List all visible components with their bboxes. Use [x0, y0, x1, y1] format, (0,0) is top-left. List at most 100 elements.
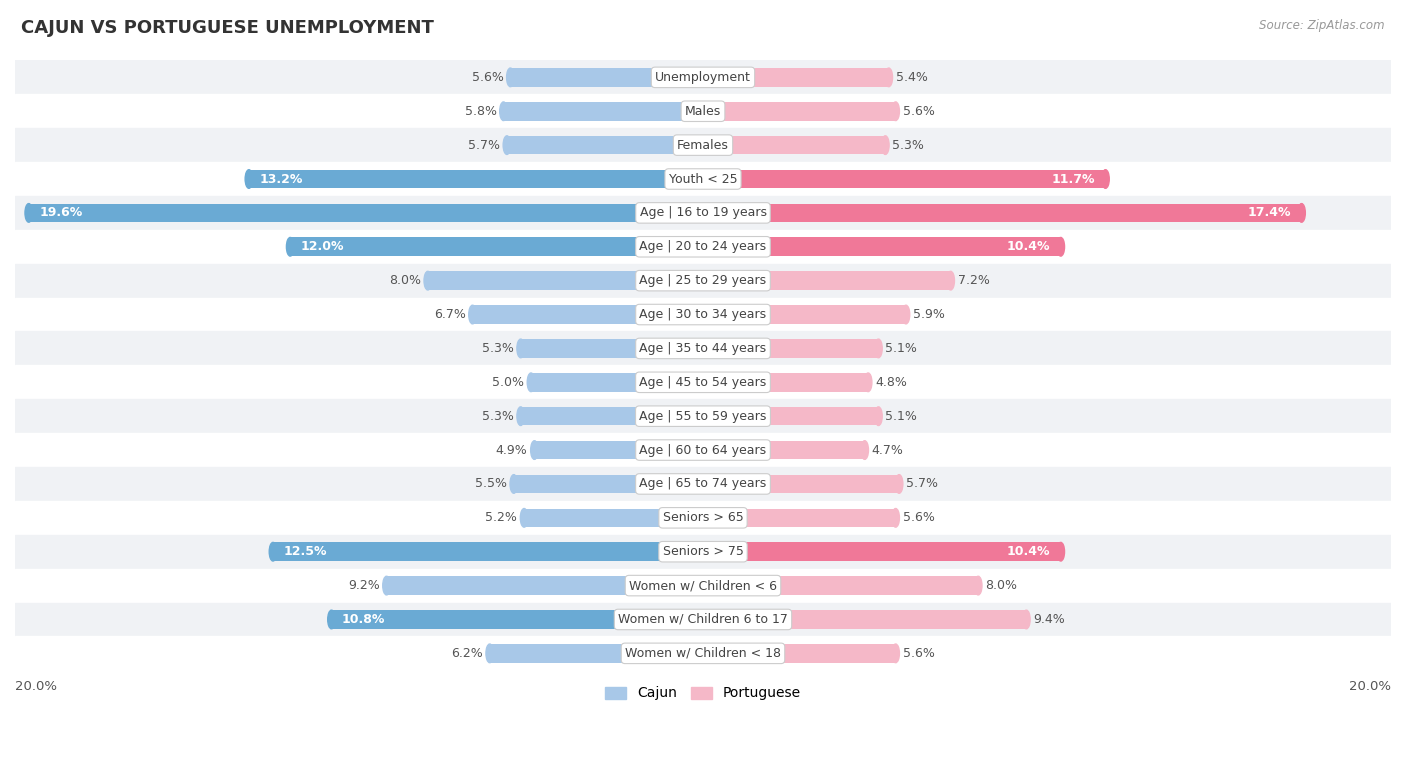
Bar	[703, 441, 865, 459]
Bar	[703, 238, 1060, 256]
Text: Women w/ Children < 6: Women w/ Children < 6	[628, 579, 778, 592]
Bar	[703, 576, 979, 595]
Bar	[15, 263, 1391, 298]
Text: 5.1%: 5.1%	[886, 342, 917, 355]
Text: 7.2%: 7.2%	[957, 274, 990, 287]
Bar	[503, 102, 703, 120]
Text: 9.2%: 9.2%	[347, 579, 380, 592]
Bar	[15, 637, 1391, 670]
Text: 5.4%: 5.4%	[896, 71, 928, 84]
Text: Source: ZipAtlas.com: Source: ZipAtlas.com	[1260, 19, 1385, 32]
Bar	[15, 433, 1391, 467]
Text: 10.8%: 10.8%	[342, 613, 385, 626]
Bar	[531, 373, 703, 391]
Ellipse shape	[245, 170, 253, 188]
Text: 11.7%: 11.7%	[1052, 173, 1095, 185]
Bar	[15, 298, 1391, 332]
Bar	[15, 366, 1391, 399]
Bar	[520, 407, 703, 425]
Ellipse shape	[903, 305, 910, 324]
Text: 8.0%: 8.0%	[986, 579, 1017, 592]
Bar	[15, 61, 1391, 95]
Text: 5.9%: 5.9%	[912, 308, 945, 321]
Ellipse shape	[506, 68, 515, 87]
Text: Age | 20 to 24 years: Age | 20 to 24 years	[640, 240, 766, 254]
Text: 20.0%: 20.0%	[1348, 681, 1391, 693]
Bar	[15, 501, 1391, 534]
Bar	[703, 204, 1302, 223]
Text: Age | 65 to 74 years: Age | 65 to 74 years	[640, 478, 766, 491]
Text: 5.8%: 5.8%	[464, 104, 496, 118]
Text: 5.3%: 5.3%	[482, 342, 513, 355]
Ellipse shape	[882, 136, 889, 154]
Bar	[15, 128, 1391, 162]
Ellipse shape	[269, 542, 277, 561]
Ellipse shape	[884, 68, 893, 87]
Text: 5.7%: 5.7%	[905, 478, 938, 491]
Text: 12.0%: 12.0%	[301, 240, 344, 254]
Text: Youth < 25: Youth < 25	[669, 173, 737, 185]
Bar	[290, 238, 703, 256]
Text: 6.7%: 6.7%	[434, 308, 465, 321]
Ellipse shape	[875, 407, 882, 425]
Bar	[15, 230, 1391, 263]
Bar	[703, 305, 905, 324]
Ellipse shape	[517, 407, 524, 425]
Bar	[387, 576, 703, 595]
Bar	[15, 603, 1391, 637]
Bar	[489, 644, 703, 662]
Ellipse shape	[1057, 542, 1064, 561]
Ellipse shape	[875, 339, 882, 358]
Bar	[703, 542, 1060, 561]
Ellipse shape	[517, 339, 524, 358]
Bar	[510, 68, 703, 87]
Text: CAJUN VS PORTUGUESE UNEMPLOYMENT: CAJUN VS PORTUGUESE UNEMPLOYMENT	[21, 19, 434, 37]
Ellipse shape	[382, 576, 391, 595]
Text: Age | 16 to 19 years: Age | 16 to 19 years	[640, 207, 766, 220]
Text: 19.6%: 19.6%	[39, 207, 83, 220]
Text: Age | 60 to 64 years: Age | 60 to 64 years	[640, 444, 766, 456]
Bar	[524, 509, 703, 527]
Ellipse shape	[503, 136, 510, 154]
Bar	[703, 102, 896, 120]
Bar	[15, 467, 1391, 501]
Text: 12.5%: 12.5%	[284, 545, 326, 558]
Bar	[15, 162, 1391, 196]
Ellipse shape	[425, 271, 432, 290]
Ellipse shape	[891, 102, 900, 120]
Bar	[472, 305, 703, 324]
Text: 20.0%: 20.0%	[15, 681, 58, 693]
Text: 5.3%: 5.3%	[482, 410, 513, 422]
Ellipse shape	[946, 271, 955, 290]
Text: 4.7%: 4.7%	[872, 444, 904, 456]
Ellipse shape	[510, 475, 517, 494]
Bar	[249, 170, 703, 188]
Bar	[703, 407, 879, 425]
Text: 5.6%: 5.6%	[903, 511, 935, 525]
Ellipse shape	[527, 373, 534, 391]
Text: 4.8%: 4.8%	[875, 375, 907, 389]
Text: 5.7%: 5.7%	[468, 139, 501, 151]
Ellipse shape	[1022, 610, 1031, 629]
Text: 5.5%: 5.5%	[475, 478, 508, 491]
Ellipse shape	[891, 644, 900, 662]
Text: Males: Males	[685, 104, 721, 118]
Bar	[520, 339, 703, 358]
Text: 13.2%: 13.2%	[259, 173, 302, 185]
Text: 5.3%: 5.3%	[893, 139, 924, 151]
Ellipse shape	[1298, 204, 1305, 223]
Text: Age | 35 to 44 years: Age | 35 to 44 years	[640, 342, 766, 355]
Text: Age | 30 to 34 years: Age | 30 to 34 years	[640, 308, 766, 321]
Ellipse shape	[520, 509, 527, 527]
Bar	[703, 68, 889, 87]
Ellipse shape	[328, 610, 335, 629]
Ellipse shape	[468, 305, 477, 324]
Text: Females: Females	[678, 139, 728, 151]
Ellipse shape	[1102, 170, 1109, 188]
Text: Seniors > 75: Seniors > 75	[662, 545, 744, 558]
Ellipse shape	[974, 576, 981, 595]
Bar	[703, 610, 1026, 629]
Text: 17.4%: 17.4%	[1247, 207, 1291, 220]
Bar	[703, 644, 896, 662]
Bar	[703, 339, 879, 358]
